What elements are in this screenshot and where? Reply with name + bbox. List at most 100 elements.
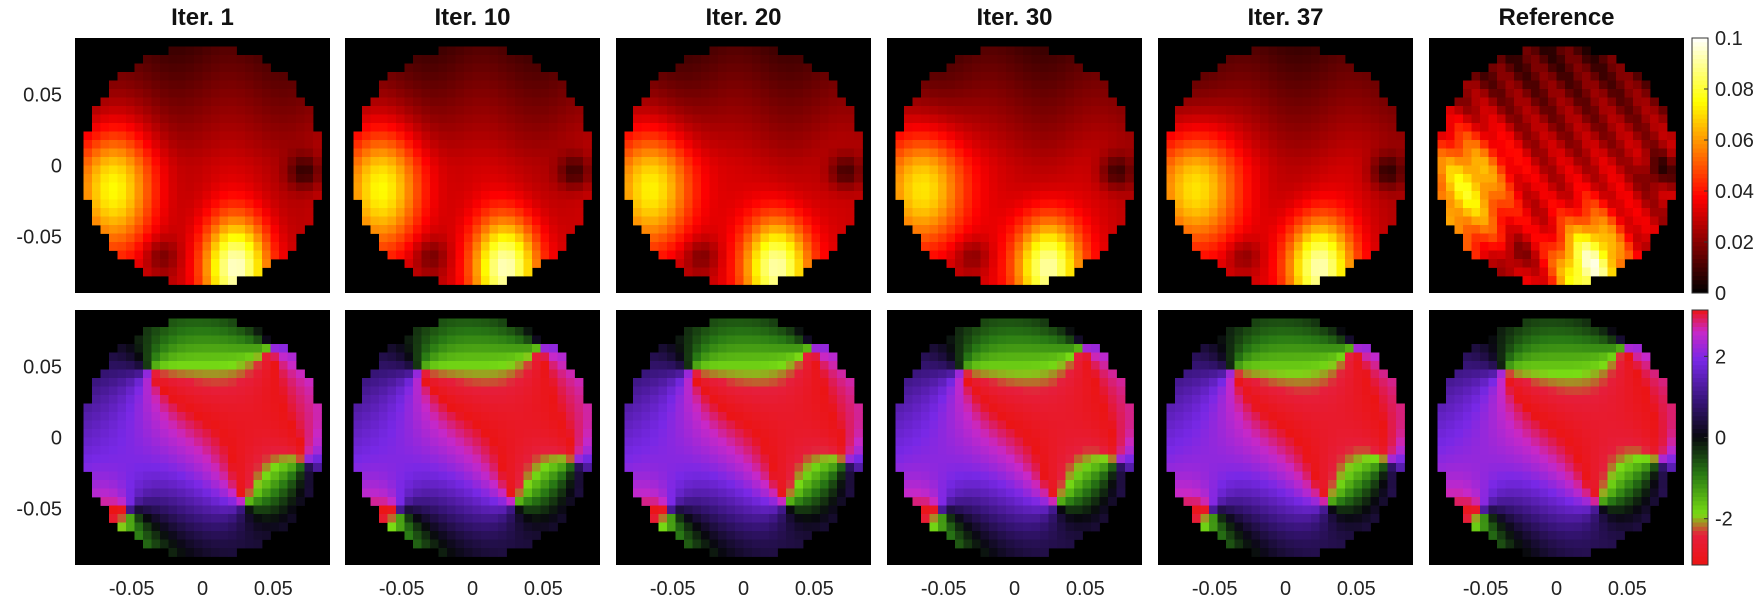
pixel-cell [532,140,541,149]
pixel-cell [549,242,558,251]
pixel-cell [1294,276,1303,285]
pixel-cell [1319,114,1329,124]
pixel-cell [1234,182,1244,192]
pixel-cell [219,97,229,107]
pixel-cell [245,522,254,532]
pixel-cell [929,165,939,175]
pixel-cell [143,63,152,73]
pixel-cell [735,148,744,158]
pixel-cell [1556,148,1566,158]
pixel-cell [532,471,541,481]
pixel-cell [126,395,135,404]
pixel-cell [972,182,981,192]
pixel-cell [168,378,178,387]
pixel-cell [1573,55,1583,64]
pixel-cell [481,89,490,98]
pixel-cell [404,522,414,532]
pixel-cell [296,157,305,166]
pixel-cell [667,250,676,260]
pixel-cell [1497,250,1506,260]
pixel-cell [143,55,152,64]
pixel-cell [455,165,465,175]
pixel-cell [1633,72,1642,81]
pixel-cell [1531,182,1540,192]
pixel-cell [1285,97,1295,107]
pixel-cell [1556,97,1566,107]
pixel-cell [760,165,770,175]
pixel-cell [447,488,456,498]
pixel-cell [972,191,981,200]
pixel-cell [1641,165,1651,175]
pixel-cell [675,157,685,166]
pixel-cell [1217,114,1227,124]
pixel-cell [1302,174,1312,183]
pixel-cell [134,123,144,132]
pixel-cell [1048,233,1058,243]
pixel-cell [828,106,838,115]
pixel-cell [532,80,541,90]
pixel-cell [760,208,770,217]
pixel-cell [1268,63,1278,73]
pixel-cell [506,531,516,540]
pixel-cell [904,140,913,149]
pixel-cell [1437,140,1447,149]
pixel-cell [1607,63,1617,73]
pixel-cell [641,123,651,132]
pixel-cell [1082,106,1092,115]
pixel-cell [1582,55,1591,64]
pixel-cell [506,225,516,234]
pixel-cell [464,242,473,251]
pixel-cell [185,344,195,353]
pixel-cell [1531,80,1540,90]
pixel-cell [1099,89,1109,98]
pixel-cell [421,97,431,107]
pixel-cell [143,140,152,149]
pixel-cell [245,488,254,498]
pixel-cell [387,208,397,217]
pixel-cell [1514,267,1523,277]
pixel-cell [1379,191,1388,200]
pixel-cell [1319,157,1329,166]
pixel-cell [1328,250,1337,260]
pixel-cell [938,123,947,132]
pixel-cell [1040,80,1049,90]
pixel-cell [245,250,254,260]
pixel-cell [1387,148,1397,158]
pixel-cell [557,80,567,90]
pixel-cell [506,72,516,81]
pixel-cell [777,174,787,183]
pixel-cell [1565,80,1574,90]
pixel-cell [447,131,456,141]
pixel-cell [743,106,753,115]
pixel-cell [515,157,524,166]
pixel-cell [549,225,558,234]
pixel-cell [1362,242,1371,251]
pixel-cell [1040,242,1049,251]
pixel-cell [421,471,431,481]
pixel-cell [387,352,397,362]
pixel-cell [963,267,973,277]
pixel-cell [379,216,388,226]
pixel-cell [684,72,693,81]
pixel-cell [1345,216,1354,226]
pixel-cell [972,233,981,243]
pixel-cell [253,140,263,149]
pixel-cell [845,174,855,183]
pixel-cell [1497,72,1506,81]
pixel-cell [160,208,169,217]
pixel-cell [117,182,127,192]
pixel-cell [498,174,507,183]
pixel-cell [675,233,685,243]
pixel-cell [1023,55,1032,64]
pixel-cell [1116,140,1126,149]
pixel-cell [1294,97,1303,107]
pixel-cell [1573,267,1583,277]
pixel-cell [972,199,981,209]
pixel-cell [777,199,787,209]
pixel-cell [566,182,575,192]
pixel-cell [658,242,668,251]
pixel-cell [404,497,414,506]
pixel-cell [989,89,998,98]
pixel-cell [134,89,144,98]
pixel-cell [709,208,719,217]
